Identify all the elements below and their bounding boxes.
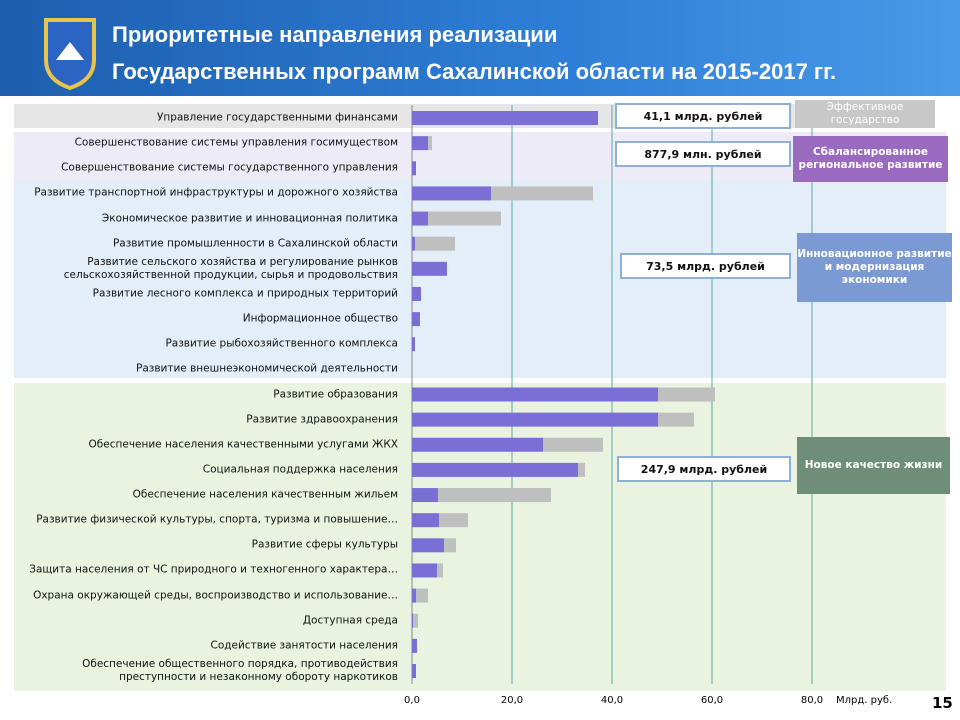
y-tick-label: Обеспечение населения качественным жилье…: [132, 488, 398, 501]
annotation: 247,9 млрд. рублей: [617, 456, 791, 482]
bar: [412, 286, 421, 301]
annotation: 73,5 млрд. рублей: [620, 253, 791, 279]
bar: [412, 261, 447, 276]
y-tick-label: Обеспечение общественного порядка, проти…: [82, 658, 398, 683]
bar: [444, 538, 456, 553]
bar: [578, 462, 585, 477]
bar: [412, 136, 428, 151]
bar: [412, 337, 415, 352]
bar: [658, 412, 694, 427]
bar: [658, 387, 715, 402]
bar: [412, 563, 437, 578]
x-tick-label: 60,0: [701, 695, 723, 706]
bar: [412, 211, 428, 226]
bar: [412, 312, 420, 327]
title-line: Государственных программ Сахалинской обл…: [112, 59, 837, 84]
bar: [412, 111, 598, 125]
y-tick-label: Охрана окружающей среды, воспроизводство…: [33, 589, 398, 602]
bar: [428, 211, 501, 226]
bar: [412, 488, 438, 503]
bar: [428, 136, 432, 151]
x-tick-label: 20,0: [501, 695, 523, 706]
y-tick-label: Совершенствование системы управления гос…: [74, 136, 398, 149]
y-tick-label: Развитие физической культуры, спорта, ту…: [36, 513, 398, 526]
bar: [439, 513, 468, 528]
y-tick-label: Развитие рыбохозяйственного комплекса: [165, 337, 398, 350]
bar: [412, 638, 417, 653]
y-tick-label: Развитие здравоохранения: [246, 413, 398, 426]
y-tick-label: Защита населения от ЧС природного и техн…: [29, 563, 398, 576]
y-tick-label: Управление государственными финансами: [156, 111, 398, 124]
y-tick-label: Доступная среда: [302, 614, 398, 627]
bar: [412, 588, 416, 603]
group-label: Инновационное развитие и модернизация эк…: [797, 233, 952, 302]
bar: [412, 387, 658, 402]
bar: [412, 613, 413, 628]
bar: [491, 186, 593, 201]
bar: [412, 513, 439, 528]
x-axis-label: Млрд. руб.: [836, 695, 892, 706]
bar: [412, 236, 415, 251]
y-tick-label: Обеспечение населения качественными услу…: [88, 438, 398, 451]
y-tick-label: Развитие образования: [273, 388, 398, 400]
y-tick-label: Развитие лесного комплекса и природных т…: [92, 287, 398, 300]
bar: [412, 538, 444, 553]
y-tick-label: Развитие сельского хозяйства и регулиров…: [63, 255, 398, 281]
bar: [412, 186, 491, 201]
y-tick-label: Совершенствование системы государственно…: [61, 161, 398, 174]
header: Приоритетные направления реализации Госу…: [0, 0, 960, 96]
bar: [412, 462, 578, 477]
band: [14, 383, 946, 691]
bar: [415, 236, 455, 251]
bar: [412, 161, 416, 176]
bar: [416, 588, 428, 603]
group-label: Сбалансированное региональное развитие: [793, 136, 948, 182]
x-tick-label: 80,0: [801, 695, 823, 706]
y-tick-label: Экономическое развитие и инновационная п…: [101, 212, 398, 225]
y-tick-label: Развитие промышленности в Сахалинской об…: [112, 237, 398, 250]
bar: [437, 563, 443, 578]
annotation: 41,1 млрд. рублей: [615, 103, 791, 129]
page-number: 15: [932, 694, 953, 712]
y-tick-label: Развитие сферы культуры: [251, 538, 398, 551]
bar: [412, 664, 416, 678]
group-label: Новое качество жизни: [797, 437, 950, 494]
y-tick-label: Социальная поддержка населения: [202, 463, 398, 476]
y-tick-label: Развитие транспортной инфраструктуры и д…: [34, 186, 398, 199]
y-tick-label: Развитие внешнеэкономической деятельност…: [136, 362, 398, 375]
x-tick-label: 0,0: [404, 695, 420, 706]
bar: [413, 613, 418, 628]
y-tick-label: Содействие занятости населения: [210, 639, 399, 652]
annotation: 877,9 млн. рублей: [615, 141, 791, 167]
bar: [543, 437, 603, 452]
coat-of-arms: [44, 18, 96, 91]
title-line: Приоритетные направления реализации: [112, 22, 558, 47]
y-tick-label: Информационное общество: [242, 312, 398, 325]
bar: [412, 412, 658, 427]
group-label: Эффективное государство: [795, 100, 935, 128]
x-tick-label: 40,0: [601, 695, 623, 706]
bar: [438, 488, 551, 503]
bar: [412, 437, 543, 452]
